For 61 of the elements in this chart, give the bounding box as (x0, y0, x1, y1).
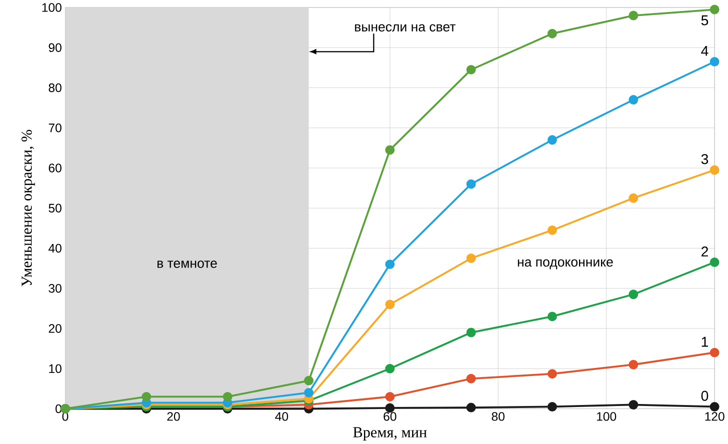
point (385, 145, 395, 155)
series-label: 5 (701, 16, 708, 26)
point (710, 258, 720, 268)
y-tick-label: 50 (48, 204, 62, 213)
y-tick-label: 80 (48, 84, 62, 92)
point (710, 4, 720, 14)
point (385, 392, 395, 402)
point (628, 10, 638, 20)
series-label: 1 (702, 337, 708, 347)
point (466, 180, 476, 189)
point (304, 376, 314, 386)
y-tick-label: 90 (48, 43, 62, 52)
point (628, 400, 638, 410)
y-tick-label: 30 (48, 284, 62, 293)
point (628, 194, 638, 204)
point (466, 374, 476, 384)
point (304, 388, 314, 398)
series-label: 3 (701, 154, 708, 164)
y-tick-label: 70 (48, 124, 62, 132)
point (222, 392, 232, 402)
point (385, 364, 395, 374)
y-tick-label: 60 (48, 164, 62, 173)
x-tick-label: 80 (492, 412, 505, 421)
y-tick-label: 20 (48, 324, 62, 334)
point (385, 300, 395, 310)
point (710, 57, 720, 67)
point (466, 328, 476, 338)
y-axis-title: Уменьшение окраски, % (22, 130, 35, 287)
x-axis-title: Время, мин (353, 427, 427, 441)
point (548, 369, 557, 379)
point (548, 402, 557, 412)
series-label: 4 (701, 46, 708, 56)
point (385, 403, 395, 413)
series-label: 2 (702, 246, 708, 257)
point (548, 312, 557, 322)
point (548, 135, 557, 145)
y-tick-label: 100 (42, 3, 62, 12)
point (628, 290, 638, 300)
y-tick-label: 10 (49, 364, 62, 374)
point (466, 254, 476, 264)
point (710, 402, 720, 412)
point (142, 392, 152, 402)
x-tick-label: 40 (275, 412, 288, 421)
point (548, 226, 557, 236)
y-tick-label: 40 (48, 244, 62, 253)
x-tick-label: 120 (705, 412, 724, 421)
point (628, 360, 638, 370)
point (466, 65, 476, 75)
point (628, 95, 638, 105)
point (385, 260, 395, 270)
x-tick-label: 60 (384, 412, 396, 421)
point (548, 29, 557, 39)
point (710, 348, 720, 358)
annotation: на подоконнике (518, 260, 613, 270)
x-tick-label: 20 (167, 412, 180, 421)
point (710, 165, 720, 175)
series-label: 0 (701, 391, 708, 402)
x-tick-label: 100 (597, 412, 616, 421)
band-label: в темноте (158, 260, 217, 268)
point (466, 402, 476, 412)
annotation: вынесли на свет (355, 24, 456, 32)
